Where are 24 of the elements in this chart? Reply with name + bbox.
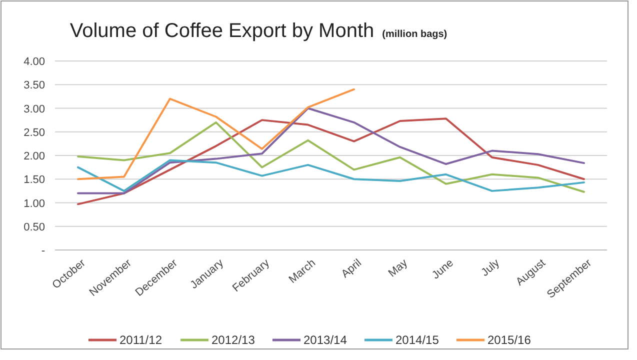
line-series xyxy=(77,88,355,180)
legend-label: 2014/15 xyxy=(396,333,440,347)
x-tick-label: July xyxy=(479,256,502,279)
legend-label: 2012/13 xyxy=(212,333,256,347)
legend-label: 2013/14 xyxy=(304,333,348,347)
chart-subtitle: (million bags) xyxy=(382,29,448,40)
line-series xyxy=(77,159,585,192)
legend-label: 2015/16 xyxy=(488,333,532,347)
chart-title: Volume of Coffee Export by Month xyxy=(70,20,374,42)
y-tick-label: 3.50 xyxy=(24,80,45,92)
y-tick-label: 1.50 xyxy=(24,174,45,186)
y-tick-label: 2.50 xyxy=(24,126,45,139)
y-tick-label: 1.00 xyxy=(24,198,45,210)
y-tick-label: 0.50 xyxy=(24,221,45,234)
legend-label: 2011/12 xyxy=(120,333,162,347)
line-series xyxy=(77,118,585,206)
y-tick-label: 2.00 xyxy=(24,150,45,162)
y-tick-label: 4.00 xyxy=(24,56,45,68)
y-tick-label: 3.00 xyxy=(24,103,45,116)
x-tick-label: June xyxy=(430,257,456,282)
x-tick-label: May xyxy=(386,256,410,280)
line-series xyxy=(77,107,585,194)
line-series xyxy=(77,121,585,193)
y-tick-label: - xyxy=(41,245,46,257)
